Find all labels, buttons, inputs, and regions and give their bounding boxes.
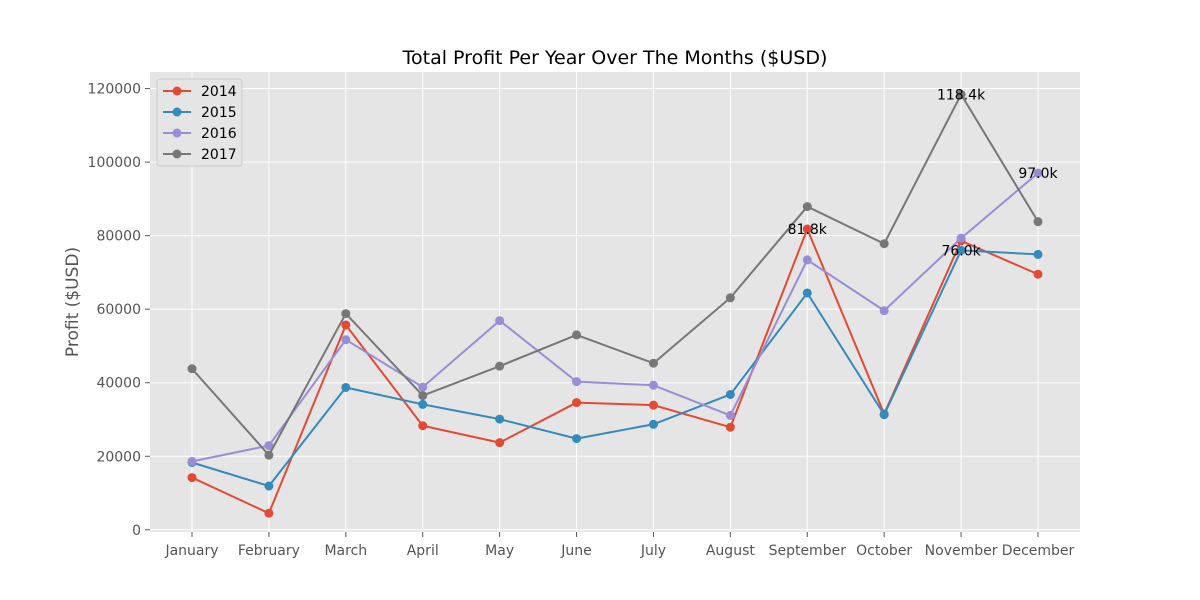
y-axis-ticks: 0 20000 40000 60000 80000 100000 120000 xyxy=(88,82,150,539)
y-tick-label: 20000 xyxy=(96,449,141,465)
data-point xyxy=(264,450,274,460)
data-point xyxy=(495,316,505,326)
data-point xyxy=(1033,249,1043,259)
data-point xyxy=(802,224,812,234)
data-point xyxy=(725,389,735,399)
annotation-label: 76.0k xyxy=(941,243,981,259)
x-tick-label: May xyxy=(485,543,514,559)
legend-label: 2017 xyxy=(201,147,237,163)
data-point xyxy=(725,293,735,303)
x-axis-ticks: January February March April May June July Augu… xyxy=(164,532,1075,559)
data-point xyxy=(187,456,197,466)
legend-label: 2014 xyxy=(201,84,237,100)
data-point xyxy=(495,361,505,371)
data-point xyxy=(802,202,812,212)
legend-marker xyxy=(172,128,182,138)
data-point xyxy=(879,239,889,249)
x-tick-label: April xyxy=(407,543,439,559)
x-tick-label: October xyxy=(856,543,912,559)
x-tick-label: August xyxy=(706,543,756,559)
data-point xyxy=(341,382,351,392)
data-point xyxy=(418,421,428,431)
annotations: 81.8k 118.4k 76.0k 97.0k xyxy=(788,87,1059,259)
data-point xyxy=(341,320,351,330)
data-point xyxy=(187,473,197,483)
series-2016 xyxy=(187,168,1043,466)
x-tick-label: September xyxy=(769,543,847,559)
series-lines xyxy=(187,89,1043,518)
data-point xyxy=(341,309,351,319)
data-point xyxy=(648,358,658,368)
legend-label: 2016 xyxy=(201,126,237,142)
data-point xyxy=(648,380,658,390)
series-line xyxy=(191,172,1039,463)
data-point xyxy=(572,330,582,340)
legend-marker xyxy=(172,107,182,117)
data-point xyxy=(879,410,889,420)
x-tick-label: November xyxy=(925,543,998,559)
data-point xyxy=(264,508,274,518)
x-tick-label: December xyxy=(1002,543,1075,559)
legend-item: 2015 xyxy=(163,105,237,121)
data-point xyxy=(264,481,274,491)
x-tick-label: June xyxy=(560,543,592,559)
legend-box xyxy=(156,78,243,167)
y-tick-label: 100000 xyxy=(88,155,141,171)
data-point xyxy=(648,419,658,429)
data-point xyxy=(495,438,505,448)
annotation-label: 97.0k xyxy=(1018,166,1058,182)
data-point xyxy=(1033,269,1043,279)
legend-item: 2014 xyxy=(163,84,237,100)
x-tick-label: March xyxy=(324,543,367,559)
data-point xyxy=(648,400,658,410)
data-point xyxy=(725,422,735,432)
plot-area xyxy=(150,72,1080,532)
data-point xyxy=(1033,217,1043,227)
series-line xyxy=(191,93,1039,457)
data-point xyxy=(802,255,812,265)
series-2017 xyxy=(187,89,1043,460)
data-point xyxy=(725,410,735,420)
data-point xyxy=(418,391,428,401)
annotation-label: 118.4k xyxy=(937,87,986,103)
data-point xyxy=(572,377,582,387)
data-point xyxy=(956,233,966,243)
data-point xyxy=(572,398,582,408)
annotation-label: 81.8k xyxy=(788,222,828,238)
data-point xyxy=(264,441,274,451)
y-tick-label: 0 xyxy=(132,523,141,539)
data-point xyxy=(956,245,966,255)
y-tick-label: 80000 xyxy=(96,229,141,245)
x-tick-label: January xyxy=(164,543,218,559)
legend-marker xyxy=(172,86,182,96)
data-point xyxy=(572,434,582,444)
y-tick-label: 120000 xyxy=(88,82,141,98)
x-tick-label: February xyxy=(238,543,300,559)
legend-marker xyxy=(172,149,182,159)
legend-label: 2015 xyxy=(201,105,237,121)
chart-title: Total Profit Per Year Over The Months ($… xyxy=(402,47,828,69)
data-point xyxy=(802,288,812,298)
x-tick-label: July xyxy=(640,543,666,559)
y-tick-label: 60000 xyxy=(96,302,141,318)
legend-item: 2017 xyxy=(163,147,237,163)
y-axis-label: Profit ($USD) xyxy=(63,247,83,357)
data-point xyxy=(187,364,197,374)
data-point xyxy=(418,399,428,409)
data-point xyxy=(956,89,966,99)
y-tick-label: 40000 xyxy=(96,376,141,392)
series-line xyxy=(191,249,1039,488)
legend: 2014 2015 2016 2017 xyxy=(156,78,243,167)
legend-item: 2016 xyxy=(163,126,237,142)
data-point xyxy=(418,382,428,392)
data-point xyxy=(341,335,351,345)
data-point xyxy=(495,414,505,424)
data-point xyxy=(879,306,889,316)
data-point xyxy=(1033,168,1043,178)
